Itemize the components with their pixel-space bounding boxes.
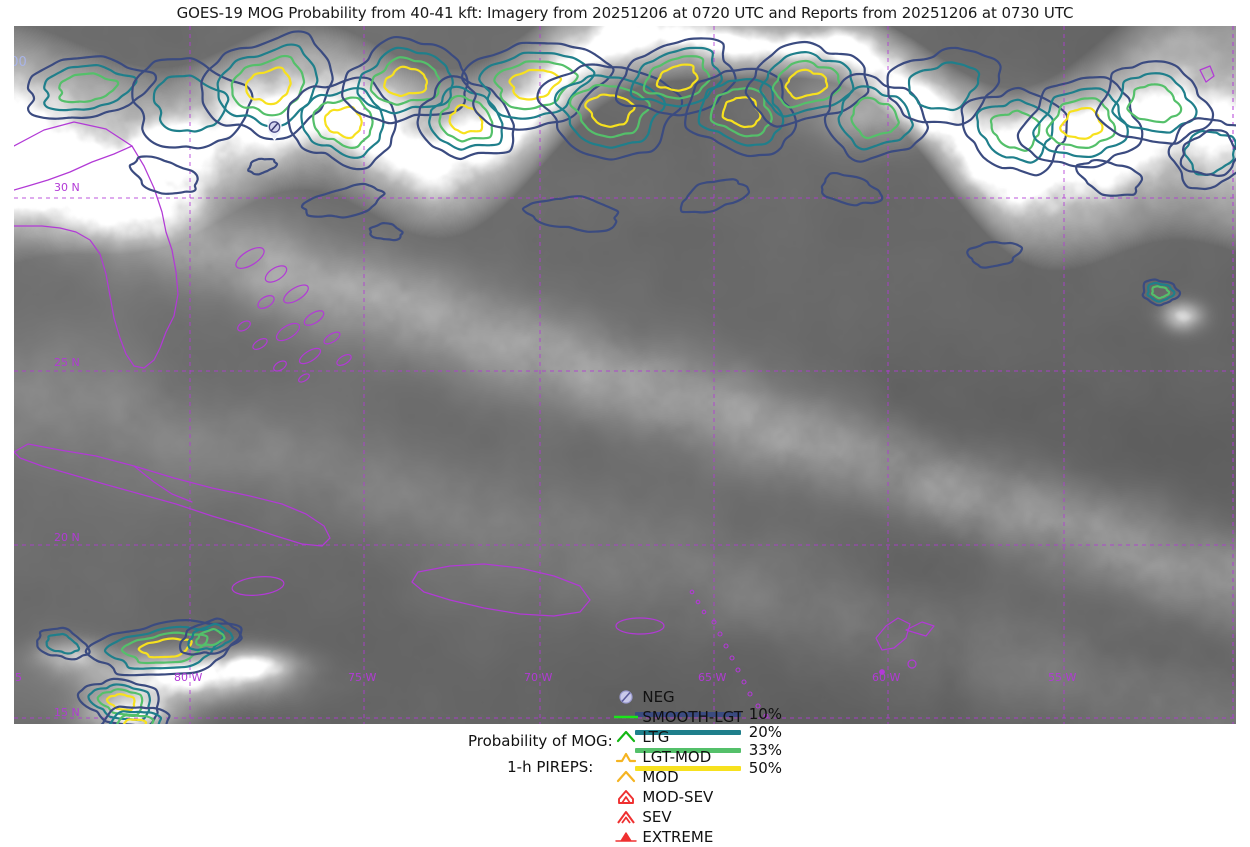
page-title: GOES-19 MOG Probability from 40-41 kft: …	[176, 4, 1074, 22]
caret-icon	[617, 770, 636, 783]
longitude-label: 60 W	[872, 671, 900, 684]
pirep-marker-neg[interactable]	[267, 117, 282, 141]
pirep-category-label: SMOOTH-LGT	[642, 708, 743, 726]
triangle-filled-icon	[615, 832, 638, 842]
legend-pirep-item: LGT-MOD	[613, 747, 743, 767]
legend-probability-item: 50%	[613, 759, 782, 777]
legend-probability-item: 10%	[613, 705, 782, 723]
legend-probability-title: Probability of MOG:	[467, 732, 613, 750]
pirep-category-label: LTG	[642, 728, 670, 746]
horizontal-line-icon	[614, 715, 639, 719]
pirep-category-label: EXTREME	[642, 828, 714, 846]
probability-level-label: 10%	[748, 705, 783, 723]
legend-pirep-item: EXTREME	[613, 827, 743, 847]
legend-pirep-items: NEG SMOOTH-LGT LTG LGT-MOD MOD MOD-SEV SEV EXTR…	[593, 687, 743, 847]
latitude-label: 15 N	[54, 706, 80, 719]
legend-pirep-item: SEV	[613, 807, 743, 827]
longitude-label: 85	[14, 671, 22, 684]
pirep-markers: 400	[14, 55, 282, 141]
legend-probability-item: 33%	[613, 741, 782, 759]
map-overlay: 400 30 N 25 N 20 N 15 N 85 80 W 75 W 70 W 65 W 60 …	[14, 26, 1236, 724]
probability-color-swatch	[634, 729, 741, 735]
legend-pirep-item: SMOOTH-LGT	[613, 707, 743, 727]
latitude-label: 20 N	[54, 531, 80, 544]
coastlines	[14, 65, 1215, 719]
legend-pirep-item: MOD-SEV	[613, 787, 743, 807]
triangle-outline-icon	[616, 752, 637, 763]
probability-level-label: 33%	[748, 741, 783, 759]
probability-color-swatch	[634, 711, 741, 717]
pirep-category-label: MOD-SEV	[642, 788, 714, 806]
latitude-label: 30 N	[54, 181, 80, 194]
neg-circle-slash-icon	[619, 690, 633, 704]
pirep-category-label: NEG	[642, 688, 675, 706]
legend-row-pireps: 1-h PIREPS: NEG SMOOTH-LGT LTG LGT-MOD MOD MO…	[0, 688, 1250, 846]
longitude-label: 80 W	[174, 671, 202, 684]
legend-pirep-item: MOD	[613, 767, 743, 787]
legend-probability-item: 20%	[613, 723, 782, 741]
legend: Probability of MOG: 10% 20% 33% 50% 1-h PIR…	[0, 688, 1250, 846]
probability-color-swatch	[634, 747, 741, 753]
longitude-label: 75 W	[348, 671, 376, 684]
probability-color-swatch	[634, 765, 741, 771]
double-caret-icon	[617, 811, 636, 824]
pirep-category-label: SEV	[642, 808, 672, 826]
longitude-label: 65 W	[698, 671, 726, 684]
legend-row-probability: Probability of MOG: 10% 20% 33% 50%	[0, 705, 1250, 777]
legend-pirep-item: LTG	[613, 727, 743, 747]
probability-level-label: 50%	[748, 759, 783, 777]
house-outline-icon	[618, 790, 635, 804]
legend-probability-items: 10% 20% 33% 50%	[613, 705, 782, 777]
legend-pirep-item: NEG	[613, 687, 743, 707]
probability-contours	[26, 30, 1236, 724]
graticule-labels: 30 N 25 N 20 N 15 N 85 80 W 75 W 70 W 65 W 60 W 55…	[14, 181, 1076, 719]
pirep-category-label: MOD	[642, 768, 679, 786]
pirep-flight-level-label: 400	[14, 55, 27, 70]
title-bar: GOES-19 MOG Probability from 40-41 kft: …	[0, 0, 1250, 26]
legend-pirep-title: 1-h PIREPS:	[507, 758, 594, 776]
probability-level-label: 20%	[748, 723, 783, 741]
map-viewport[interactable]: 400 30 N 25 N 20 N 15 N 85 80 W 75 W 70 W 65 W 60 …	[14, 26, 1236, 724]
longitude-label: 70 W	[524, 671, 552, 684]
longitude-label: 55 W	[1048, 671, 1076, 684]
caret-icon	[617, 730, 636, 743]
latitude-label: 25 N	[54, 356, 80, 369]
pirep-category-label: LGT-MOD	[642, 748, 712, 766]
